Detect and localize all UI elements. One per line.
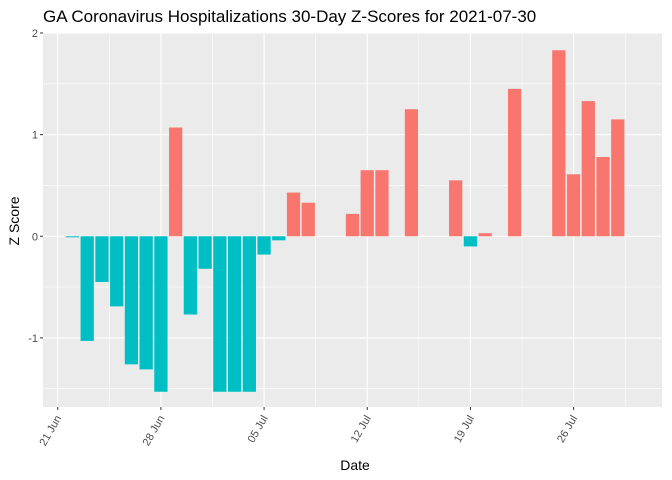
chart-title: GA Coronavirus Hospitalizations 30-Day Z…: [43, 7, 536, 26]
y-tick-label: 2: [32, 28, 38, 40]
bar-2021-07-20: [478, 233, 492, 237]
bar-2021-07-26: [566, 174, 581, 237]
bar-2021-06-24: [95, 236, 109, 282]
bar-2021-06-22: [65, 236, 80, 238]
bar-2021-07-02: [213, 236, 227, 392]
y-tick-label: -1: [28, 333, 38, 345]
bar-2021-07-07: [286, 192, 301, 237]
bar-2021-07-11: [345, 213, 360, 237]
x-axis-title: Date: [340, 457, 370, 473]
bar-2021-07-27: [581, 101, 595, 237]
bar-2021-07-03: [227, 236, 242, 392]
y-tick-label: 0: [32, 231, 38, 243]
bar-2021-07-29: [611, 119, 625, 237]
bar-2021-06-26: [124, 236, 139, 365]
bar-2021-06-28: [154, 236, 168, 392]
y-axis-title: Z Score: [6, 196, 22, 245]
bar-2021-07-22: [507, 88, 522, 237]
y-axis: -1 0 1 2: [28, 28, 43, 345]
bar-2021-06-30: [183, 236, 198, 315]
bar-2021-06-29: [169, 127, 183, 237]
bar-2021-07-13: [375, 170, 389, 237]
bar-2021-06-25: [110, 236, 124, 307]
bar-2021-07-25: [552, 50, 566, 237]
bar-2021-07-12: [360, 170, 374, 237]
bar-2021-07-06: [272, 236, 286, 241]
bar-2021-07-19: [463, 236, 478, 247]
bar-2021-07-04: [242, 236, 256, 392]
bar-2021-07-08: [301, 202, 315, 237]
bar-2021-06-23: [80, 236, 94, 341]
bar-2021-07-05: [257, 236, 271, 255]
y-tick-label: 1: [32, 130, 38, 142]
bar-2021-07-28: [596, 156, 610, 237]
bar-2021-07-01: [198, 236, 212, 269]
bars-group: [65, 50, 625, 392]
bar-2021-07-15: [404, 109, 419, 237]
bar-2021-07-18: [449, 180, 463, 237]
bar-2021-06-27: [139, 236, 153, 370]
